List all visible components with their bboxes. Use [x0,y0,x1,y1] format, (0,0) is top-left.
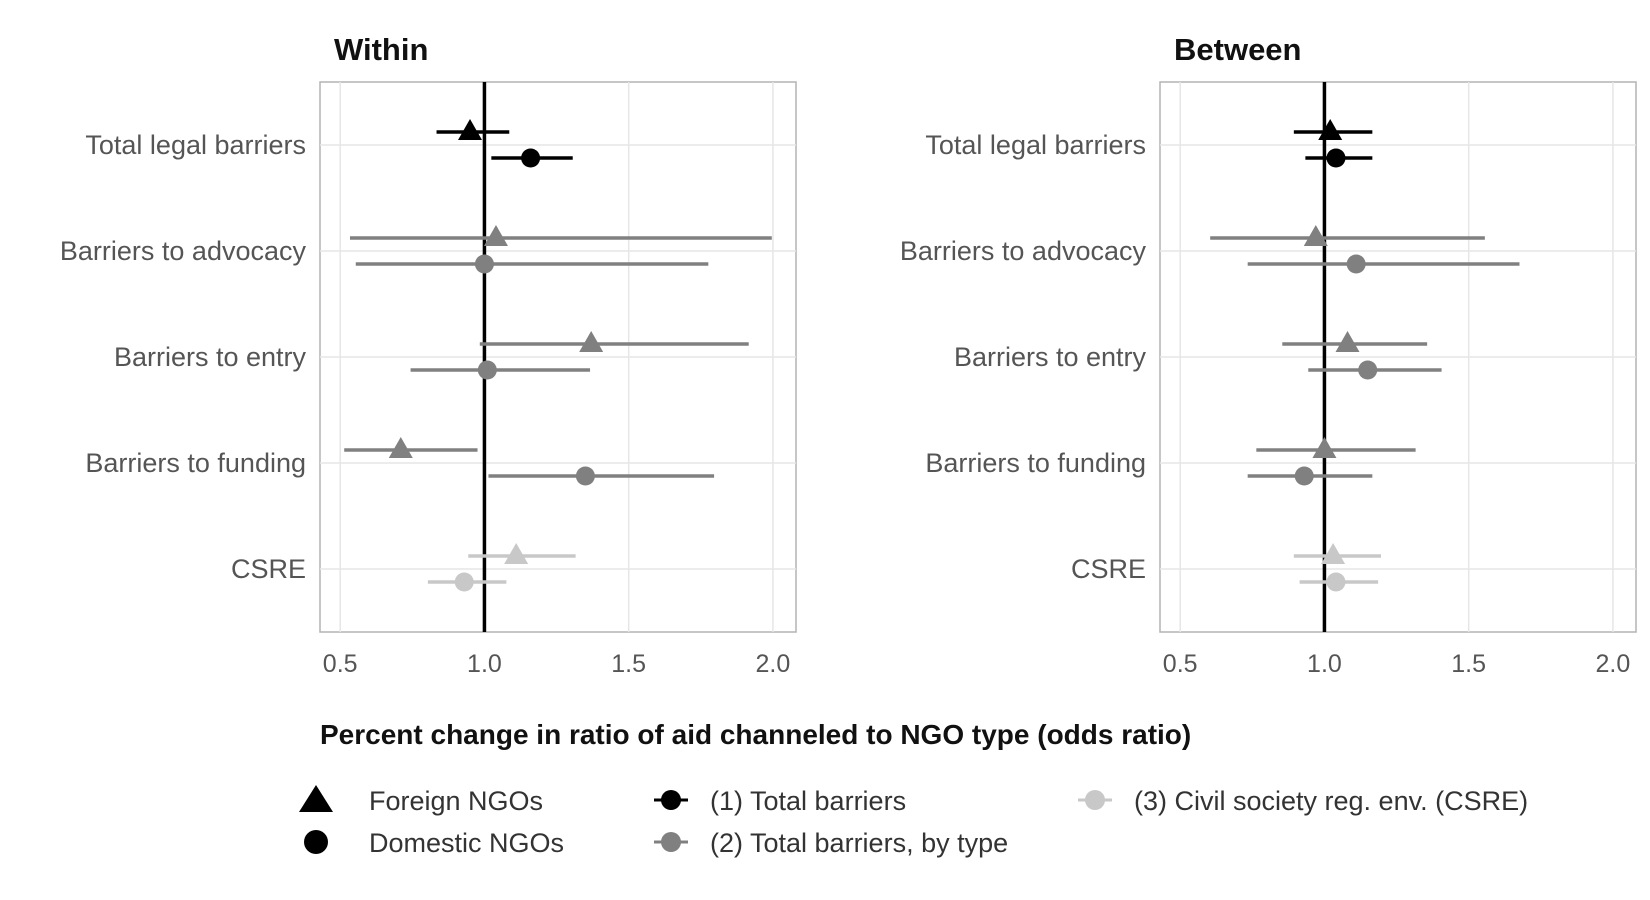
panel-between: Between Total legal barriers Barriers to … [900,32,1637,678]
legend: Foreign NGOs Domestic NGOs (1) Total bar… [299,785,1528,858]
point-triangle-barriers-to-advocacy [1303,225,1328,246]
point-circle-barriers-to-entry [477,360,497,380]
x-tick-label: 2.0 [1596,650,1631,678]
point-triangle-csre [504,543,529,564]
category-label: Barriers to advocacy [60,236,307,266]
x-tick-label: 1.0 [467,650,502,678]
x-tick-labels: 0.5 1.0 1.5 2.0 [323,650,790,678]
x-axis-title: Percent change in ratio of aid channeled… [320,719,1191,750]
point-triangle-barriers-to-advocacy [483,225,508,246]
point-triangle-csre [1321,543,1346,564]
legend-label: (3) Civil society reg. env. (CSRE) [1134,786,1528,816]
legend-label: (2) Total barriers, by type [710,828,1008,858]
circle-key-icon [661,832,681,852]
legend-item-foreign-ngos: Foreign NGOs [299,785,543,816]
category-label: Barriers to advocacy [900,236,1147,266]
x-tick-label: 1.5 [611,650,646,678]
category-label: Barriers to funding [925,448,1146,478]
panel-marks [1210,119,1520,592]
panel-title: Between [1174,32,1301,67]
x-tick-labels: 0.5 1.0 1.5 2.0 [1163,650,1630,678]
point-circle-barriers-to-funding [575,466,595,486]
category-label: CSRE [231,554,306,584]
triangle-marker-icon [299,785,333,812]
point-triangle-barriers-to-entry [579,331,604,352]
legend-item-model-1: (1) Total barriers [654,786,906,816]
point-circle-total-legal-barriers [1326,148,1346,168]
category-label: Barriers to funding [85,448,306,478]
point-circle-barriers-to-advocacy [474,254,494,274]
legend-label: (1) Total barriers [710,786,906,816]
point-circle-csre [454,572,474,592]
point-triangle-barriers-to-funding [388,437,413,458]
category-label: CSRE [1071,554,1146,584]
category-labels: Total legal barriers Barriers to advocacy… [60,130,307,584]
x-tick-label: 1.5 [1451,650,1486,678]
category-label: Total legal barriers [85,130,306,160]
category-label: Barriers to entry [954,342,1147,372]
point-circle-barriers-to-funding [1294,466,1314,486]
panel-within: Within Total legal barriers Barriers to a… [60,32,797,678]
point-circle-total-legal-barriers [521,148,541,168]
circle-marker-icon [304,830,328,854]
category-label: Barriers to entry [114,342,307,372]
point-circle-barriers-to-entry [1358,360,1378,380]
x-tick-label: 1.0 [1307,650,1342,678]
point-circle-csre [1326,572,1346,592]
panel-grid [1160,82,1636,632]
legend-label: Foreign NGOs [369,786,543,816]
x-tick-label: 0.5 [1163,650,1198,678]
legend-item-domestic-ngos: Domestic NGOs [304,828,564,858]
circle-key-icon [1085,790,1105,810]
x-tick-label: 2.0 [756,650,791,678]
category-label: Total legal barriers [925,130,1146,160]
point-triangle-total-legal-barriers [458,119,483,140]
point-triangle-barriers-to-entry [1335,331,1360,352]
panel-marks [344,119,772,592]
point-triangle-total-legal-barriers [1318,119,1343,140]
legend-label: Domestic NGOs [369,828,564,858]
point-triangle-barriers-to-funding [1312,437,1337,458]
panel-title: Within [334,32,428,67]
point-circle-barriers-to-advocacy [1346,254,1366,274]
legend-item-model-2: (2) Total barriers, by type [654,828,1008,858]
x-tick-label: 0.5 [323,650,358,678]
legend-item-model-3: (3) Civil society reg. env. (CSRE) [1078,786,1528,816]
circle-key-icon [661,790,681,810]
category-labels: Total legal barriers Barriers to advocacy… [900,130,1147,584]
